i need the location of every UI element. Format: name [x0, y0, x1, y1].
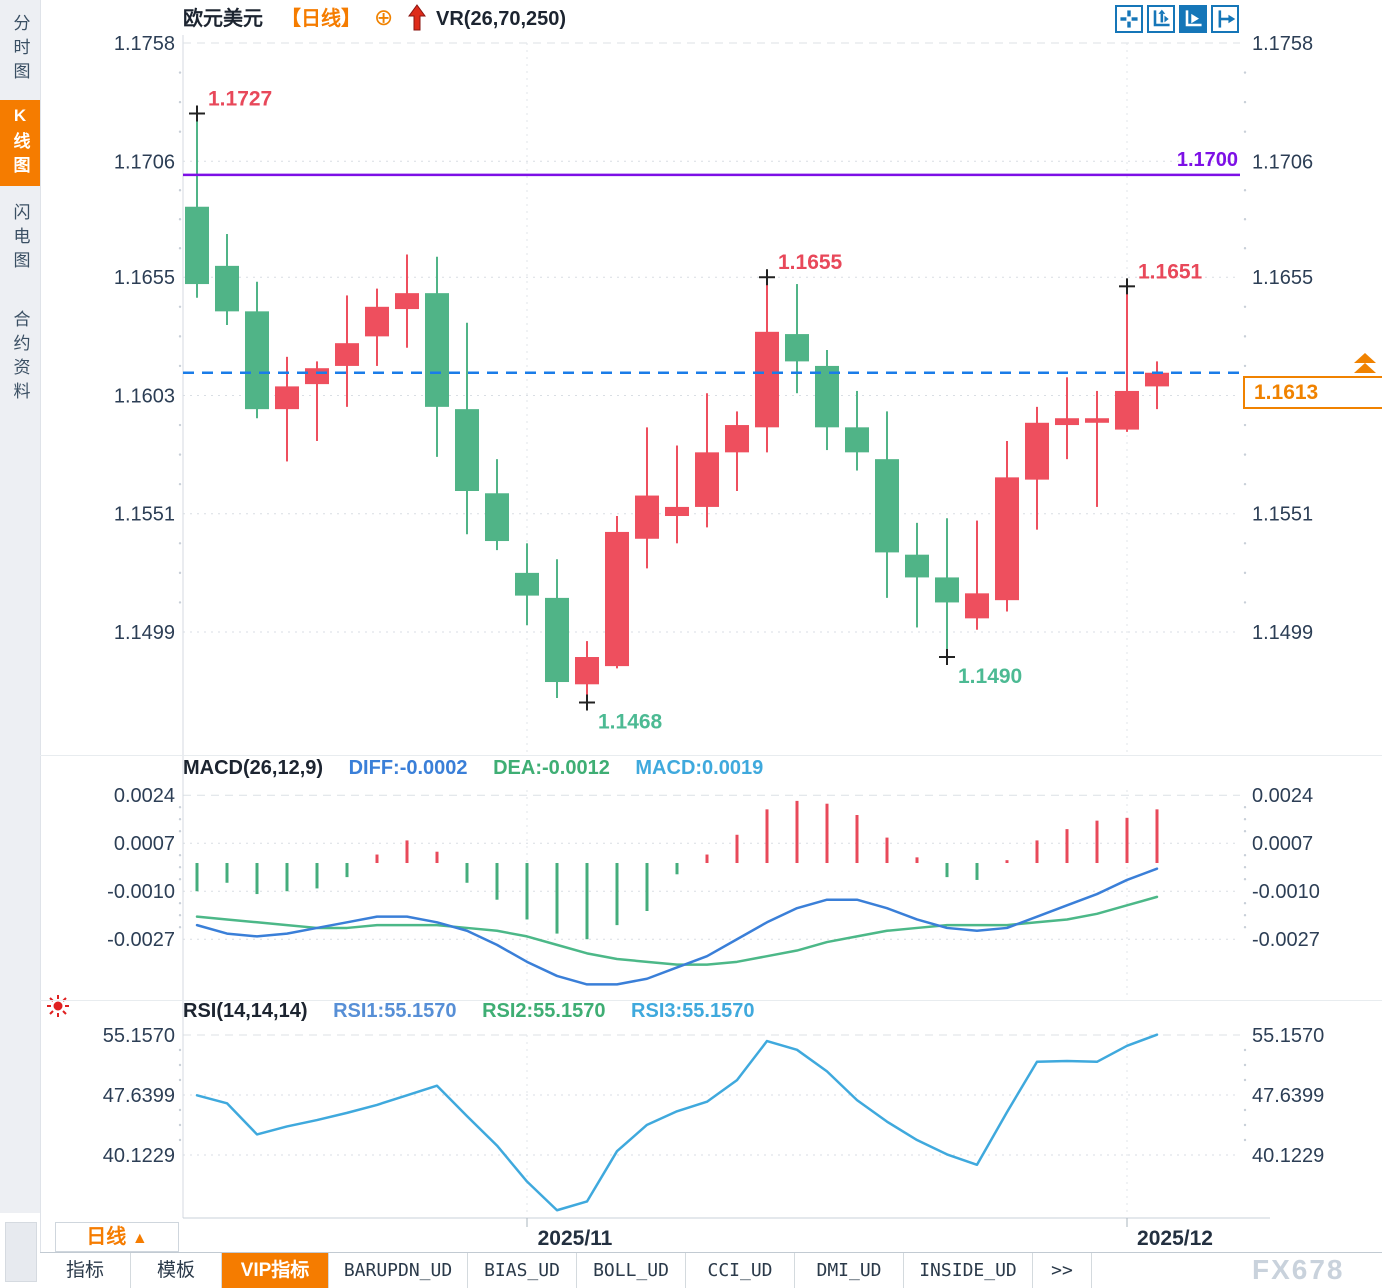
svg-text:1.1651: 1.1651: [1138, 260, 1203, 283]
tab-boll-ud[interactable]: BOLL_UD: [577, 1253, 686, 1288]
svg-text:47.6399: 47.6399: [103, 1085, 175, 1107]
svg-text:1.1727: 1.1727: [208, 87, 272, 110]
svg-text:1.1700: 1.1700: [1177, 149, 1238, 171]
rsi-chart[interactable]: 55.1570 55.1570 47.6399 47.6399 40.1229 40.12…: [40, 1000, 1382, 1255]
crosshair-icon[interactable]: [1115, 5, 1143, 33]
panel-separator: [40, 755, 1382, 756]
candlestick-chart[interactable]: 1.1758 1.1758 1.1706 1.1706 1.1655 1.1655 1.16…: [40, 35, 1382, 755]
svg-text:0.0007: 0.0007: [1252, 833, 1313, 855]
svg-text:1.1499: 1.1499: [1252, 622, 1313, 644]
vr-indicator-label: VR(26,70,250): [436, 8, 567, 30]
svg-text:1.1551: 1.1551: [1252, 504, 1313, 526]
sidebar-bottom-corner: [0, 1213, 40, 1288]
svg-text:0.0024: 0.0024: [1252, 785, 1313, 807]
svg-text:-0.0027: -0.0027: [107, 929, 175, 951]
svg-text:1.1499: 1.1499: [114, 622, 175, 644]
current-price-box: 1.1613: [1243, 376, 1382, 409]
svg-text:40.1229: 40.1229: [1252, 1145, 1324, 1167]
svg-text:2025/11: 2025/11: [538, 1227, 613, 1250]
rsi-title: RSI(14,14,14): [183, 1000, 308, 1022]
svg-text:1.1706: 1.1706: [1252, 151, 1313, 173]
sidebar-item-time-chart[interactable]: 分时图: [10, 14, 30, 86]
price-up-arrow-icon: [1354, 353, 1376, 373]
macd-title: MACD(26,12,9): [183, 757, 324, 779]
svg-text:1.1706: 1.1706: [114, 151, 175, 173]
period-button[interactable]: 日线 ▲: [55, 1222, 179, 1252]
sidebar-item-kline-chart[interactable]: K线图: [0, 100, 40, 186]
svg-text:1.1655: 1.1655: [778, 251, 843, 274]
auto-scroll-icon[interactable]: [1179, 5, 1207, 33]
svg-text:1.1758: 1.1758: [114, 35, 175, 55]
macd-dea-value: DEA:-0.0012: [493, 757, 610, 779]
svg-text:1.1655: 1.1655: [114, 267, 175, 289]
svg-text:0.0024: 0.0024: [114, 785, 175, 807]
svg-text:40.1229: 40.1229: [103, 1145, 175, 1167]
svg-text:1.1468: 1.1468: [598, 710, 663, 733]
tab-bias-ud[interactable]: BIAS_UD: [468, 1253, 577, 1288]
svg-text:1.1655: 1.1655: [1252, 267, 1313, 289]
indicator-tabbar: 指标 模板 VIP指标 BARUPDN_UD BIAS_UD BOLL_UD C…: [40, 1252, 1382, 1288]
tab-more[interactable]: >>: [1033, 1253, 1092, 1288]
svg-text:1.1551: 1.1551: [114, 504, 175, 526]
sidebar-item-contract-info[interactable]: 合约资料: [10, 310, 30, 406]
tab-barupdn-ud[interactable]: BARUPDN_UD: [329, 1253, 468, 1288]
svg-text:1.1490: 1.1490: [958, 665, 1022, 688]
svg-text:55.1570: 55.1570: [103, 1025, 175, 1047]
macd-chart[interactable]: 0.0024 0.0024 0.0007 0.0007 -0.0010 -0.0010 -0…: [40, 755, 1382, 1000]
tab-cci-ud[interactable]: CCI_UD: [686, 1253, 795, 1288]
svg-text:-0.0027: -0.0027: [1252, 929, 1320, 951]
sidebar-item-lightning-chart[interactable]: 闪电图: [10, 203, 30, 275]
svg-text:-0.0010: -0.0010: [107, 881, 175, 903]
macd-macd-value: MACD:0.0019: [635, 757, 764, 779]
up-arrow-icon: [408, 4, 426, 31]
svg-text:1.1758: 1.1758: [1252, 35, 1313, 55]
chart-toolbar: [1115, 5, 1239, 33]
rsi2-value: RSI2:55.1570: [482, 1000, 606, 1022]
svg-text:2025/12: 2025/12: [1137, 1227, 1213, 1250]
axis-scale-icon[interactable]: [1147, 5, 1175, 33]
svg-text:55.1570: 55.1570: [1252, 1025, 1324, 1047]
svg-text:0.0007: 0.0007: [114, 833, 175, 855]
svg-text:1.1603: 1.1603: [114, 385, 175, 407]
left-sidebar: 分时图 K线图 闪电图 合约资料: [0, 0, 41, 1288]
add-indicator-icon[interactable]: ⊕: [374, 4, 394, 30]
svg-text:47.6399: 47.6399: [1252, 1085, 1324, 1107]
tab-indicators[interactable]: 指标: [40, 1253, 131, 1288]
macd-diff-value: DIFF:-0.0002: [348, 757, 468, 779]
macd-header: MACD(26,12,9) DIFF:-0.0002 DEA:-0.0012 M…: [183, 757, 783, 780]
period-tag: 【日线】: [281, 8, 361, 30]
rsi-header: RSI(14,14,14) RSI1:55.1570 RSI2:55.1570 …: [183, 1000, 774, 1023]
tab-inside-ud[interactable]: INSIDE_UD: [904, 1253, 1033, 1288]
panel-separator: [40, 1000, 1382, 1001]
symbol-title: 欧元美元: [183, 8, 263, 30]
tab-templates[interactable]: 模板: [131, 1253, 222, 1288]
jump-to-latest-icon[interactable]: [1211, 5, 1239, 33]
corner-box: [5, 1222, 37, 1282]
svg-text:-0.0010: -0.0010: [1252, 881, 1320, 903]
rsi3-value: RSI3:55.1570: [631, 1000, 755, 1022]
triangle-up-icon: ▲: [131, 1230, 148, 1247]
rsi1-value: RSI1:55.1570: [333, 1000, 457, 1022]
tab-dmi-ud[interactable]: DMI_UD: [795, 1253, 904, 1288]
tab-vip-indicators[interactable]: VIP指标: [222, 1253, 329, 1288]
